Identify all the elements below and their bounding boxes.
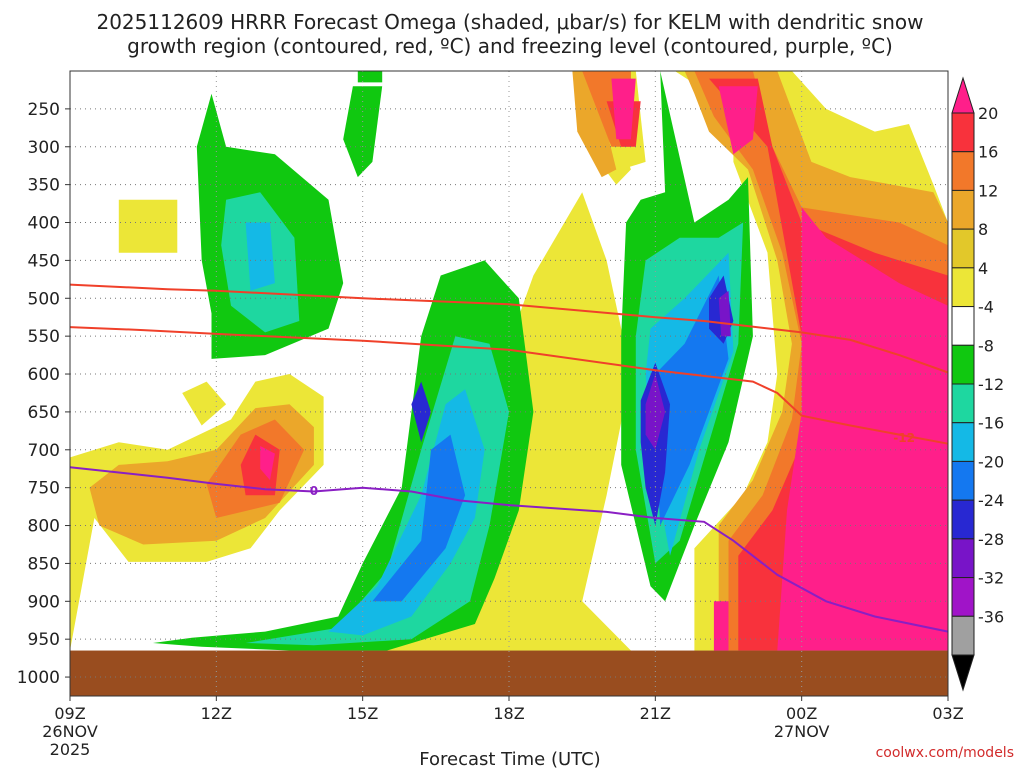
omega-region-38	[718, 290, 731, 337]
omega-region-23	[245, 222, 275, 291]
omega-region-34	[655, 275, 729, 526]
y-tick-label-450: 450	[28, 251, 60, 271]
y-tick-label-600: 600	[28, 365, 60, 385]
omega-region-29	[372, 434, 466, 602]
x-tick-label-21: 21Z	[640, 704, 671, 723]
colorbar-label-6: -8	[978, 336, 994, 355]
axes: 250 300 350 400 450 500 550 600 650 700 750 800 850 9…	[17, 100, 964, 759]
y-tick-label-700: 700	[28, 441, 60, 461]
colorbar-label-9: -20	[978, 452, 1004, 471]
colorbar-label-3: 8	[978, 220, 988, 239]
x-tick-date-24: 27NOV	[774, 722, 830, 741]
ground-below-surface	[70, 650, 948, 696]
omega-region-16	[182, 381, 227, 426]
colorbar-box-5	[951, 267, 975, 308]
omega-region-4	[572, 71, 617, 178]
site-credit[interactable]: coolwx.com/models	[876, 745, 1014, 761]
colorbar-label-11: -28	[978, 530, 1004, 549]
freezing-level-contour-label: 0	[310, 484, 318, 498]
colorbar-bottom-triangle	[951, 654, 975, 692]
y-tick-label-550: 550	[28, 327, 60, 347]
y-tick-label-350: 350	[28, 176, 60, 196]
x-tick-label-27: 03Z	[932, 704, 963, 723]
colorbar-label-1: 16	[978, 143, 998, 162]
colorbar-box-10	[951, 460, 975, 501]
colorbar-box-1	[951, 112, 975, 153]
omega-region-10	[611, 78, 636, 140]
x-tick-label-12: 12Z	[201, 704, 232, 723]
dgz-contour-0	[69, 283, 949, 374]
y-tick-label-300: 300	[28, 138, 60, 158]
colorbar-label-7: -12	[978, 375, 1004, 394]
colorbar-box-14	[951, 615, 975, 656]
y-tick-label-400: 400	[28, 214, 60, 234]
omega-region-30	[411, 381, 431, 443]
omega-region-12	[777, 207, 948, 651]
plot-area: -12 0	[69, 70, 949, 697]
x-tick-date-9: 26NOV	[42, 722, 98, 741]
colorbar-label-12: -32	[978, 569, 1004, 588]
x-tick-label-24: 00Z	[786, 704, 817, 723]
gridlines	[70, 71, 948, 696]
omega-region-11	[718, 86, 758, 155]
colorbar-box-12	[951, 538, 975, 579]
x-tick-label-15: 15Z	[347, 704, 378, 723]
x-tick-label-9: 09Z	[54, 704, 85, 723]
omega-region-13	[713, 601, 729, 651]
colorbar-box-7	[951, 344, 975, 385]
omega-region-14	[118, 199, 178, 253]
omega-region-25	[357, 71, 383, 83]
x-tick-label-18: 18Z	[493, 704, 524, 723]
omega-region-20	[260, 446, 275, 481]
y-tick-label-500: 500	[28, 289, 60, 309]
colorbar-label-0: 20	[978, 104, 998, 123]
colorbar-label-2: 12	[978, 181, 998, 200]
colorbar-label-4: 4	[978, 259, 988, 278]
colorbar-legend: 20 16 12 8 4 -4 -8 -12 -16 -20 -24 -28 -32 -36	[951, 76, 1004, 692]
dgz-contour-1	[69, 326, 949, 445]
y-tick-label-800: 800	[28, 517, 60, 537]
y-tick-label-250: 250	[28, 100, 60, 120]
colorbar-label-8: -16	[978, 414, 1004, 433]
x-axis-label: Forecast Time (UTC)	[419, 749, 600, 768]
y-tick-label-650: 650	[28, 403, 60, 423]
colorbar-label-10: -24	[978, 491, 1004, 510]
colorbar-label-5: -4	[978, 298, 994, 317]
y-tick-label-900: 900	[28, 592, 60, 612]
chart-title-line-2: growth region (contoured, red, ºC) and f…	[127, 34, 893, 58]
y-tick-label-850: 850	[28, 554, 60, 574]
colorbar-box-11	[951, 499, 975, 540]
x-tick-year-9: 2025	[50, 740, 91, 759]
colorbar-box-8	[951, 383, 975, 424]
y-tick-label-950: 950	[28, 630, 60, 650]
colorbar-box-6	[951, 306, 975, 346]
shaded-omega-field	[70, 71, 948, 696]
colorbar-box-3	[951, 189, 975, 230]
chart-title-line-1: 2025112609 HRRR Forecast Omega (shaded, …	[96, 10, 923, 34]
colorbar-box-2	[951, 151, 975, 191]
dgz-contour-label: -12	[893, 431, 915, 445]
colorbar-box-13	[951, 577, 975, 617]
colorbar-box-9	[951, 422, 975, 462]
y-tick-label-750: 750	[28, 479, 60, 499]
colorbar-top-triangle	[951, 76, 975, 114]
colorbar-label-13: -36	[978, 607, 1004, 626]
freezing-level-contour-0	[69, 466, 949, 633]
colorbar-box-4	[951, 228, 975, 269]
y-tick-label-1000: 1000	[17, 668, 60, 688]
